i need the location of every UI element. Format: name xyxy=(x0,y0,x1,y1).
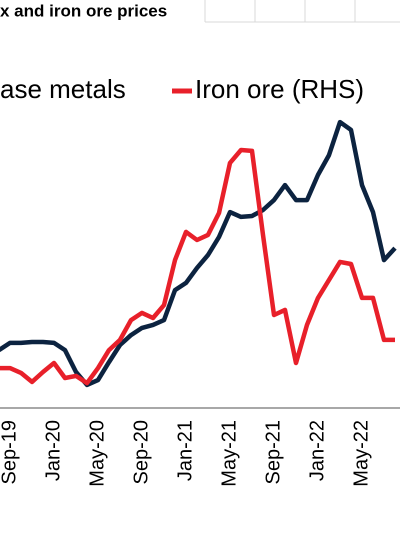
x-tick-label: Sep-21 xyxy=(262,420,284,485)
chart-title: x and iron ore prices xyxy=(0,1,167,20)
x-tick-label: Sep-19 xyxy=(0,420,20,485)
x-tick-label: May-21 xyxy=(218,420,240,487)
x-tick-label: Jan-21 xyxy=(174,420,196,481)
header-frame xyxy=(204,0,400,23)
x-tick-label: Sep-20 xyxy=(130,420,152,485)
series-line xyxy=(0,147,395,386)
x-tick-label: Jan-20 xyxy=(42,420,64,481)
x-tick-label: May-22 xyxy=(350,420,372,487)
series-line xyxy=(0,119,397,388)
x-tick-label: Jan-22 xyxy=(306,420,328,481)
legend-label: Iron ore (RHS) xyxy=(195,74,364,104)
legend-label: ase metals xyxy=(0,74,126,104)
x-tick-label: May-20 xyxy=(86,420,108,487)
